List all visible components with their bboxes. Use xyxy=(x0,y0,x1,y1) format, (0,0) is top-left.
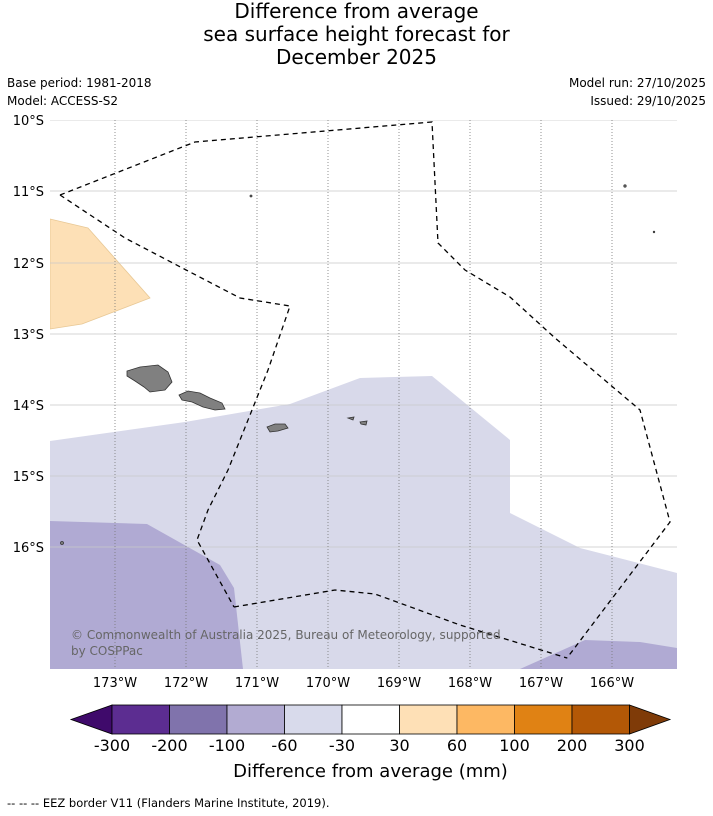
colorbar-tick: 30 xyxy=(389,736,410,755)
colorbar-segment xyxy=(226,704,285,735)
lon-label: 168°W xyxy=(448,676,492,691)
model-run: Model run: 27/10/2025 xyxy=(568,76,706,90)
longitude-labels: 173°W 172°W 171°W 170°W 169°W 168°W 167°… xyxy=(93,676,634,691)
latitude-labels: 10°S 11°S 12°S 13°S 14°S 15°S 16°S xyxy=(13,114,44,556)
colorbar-segment xyxy=(571,704,630,735)
lon-label: 166°W xyxy=(590,676,634,691)
colorbar-segment xyxy=(514,704,573,735)
eez-footnote: -- -- -- EEZ border V11 (Flanders Marine… xyxy=(7,796,330,810)
island-savaii xyxy=(126,364,173,393)
lon-label: 173°W xyxy=(93,676,137,691)
chart-title: Difference from average sea surface heig… xyxy=(0,0,713,69)
colorbar-tick: -300 xyxy=(93,736,131,755)
copyright-notice: © Commonwealth of Australia 2025, Bureau… xyxy=(71,628,501,658)
island-tau xyxy=(359,420,368,426)
lat-label: 12°S xyxy=(13,257,44,272)
lat-label: 14°S xyxy=(13,399,44,414)
island-tokelau-a xyxy=(623,184,627,188)
colorbar-tick: 100 xyxy=(499,736,530,755)
title-line-2: sea surface height forecast for xyxy=(203,22,510,46)
colorbar-tick: 200 xyxy=(556,736,588,755)
lat-label: 16°S xyxy=(13,541,44,556)
colorbar-extend-low xyxy=(69,704,113,735)
issued-date: Issued: 29/10/2025 xyxy=(590,94,706,108)
anomaly-band-minus60-right xyxy=(520,640,677,669)
lon-label: 171°W xyxy=(235,676,279,691)
colorbar-tick: -60 xyxy=(271,736,298,755)
colorbar-segment xyxy=(169,704,228,735)
colorbar-segment xyxy=(284,704,343,735)
land-masses xyxy=(60,184,656,545)
title-line-1: Difference from average xyxy=(234,0,479,23)
colorbar-tick: -200 xyxy=(151,736,188,755)
island-wallis xyxy=(60,541,64,545)
map-area xyxy=(50,120,677,669)
colorbar-tick: 300 xyxy=(614,736,645,755)
colorbar xyxy=(69,704,672,735)
eez-samoa xyxy=(59,194,291,608)
colorbar-tick: -100 xyxy=(208,736,246,755)
colorbar-extend-high xyxy=(629,704,672,735)
base-period: Base period: 1981-2018 xyxy=(7,76,152,90)
lat-label: 15°S xyxy=(13,470,44,485)
island-swains xyxy=(249,194,253,198)
eez-tokelau xyxy=(59,121,671,659)
lon-label: 170°W xyxy=(306,676,350,691)
lat-label: 13°S xyxy=(13,328,44,343)
title-line-3: December 2025 xyxy=(276,45,437,69)
eez-borders xyxy=(59,121,671,659)
island-ofu xyxy=(346,416,355,421)
lon-label: 169°W xyxy=(377,676,421,691)
colorbar-segment xyxy=(399,704,458,735)
island-upolu xyxy=(178,390,226,411)
colorbar-segment xyxy=(456,704,515,735)
colorbar-title: Difference from average (mm) xyxy=(233,761,508,782)
lat-label: 11°S xyxy=(13,185,44,200)
meta-right: Model run: 27/10/2025 Issued: 29/10/2025 xyxy=(569,74,706,110)
lon-label: 167°W xyxy=(519,676,563,691)
colorbar-tick: 60 xyxy=(446,736,468,755)
anomaly-band-minus60-left xyxy=(50,521,243,669)
grid-latitude xyxy=(50,120,677,548)
lat-label: 10°S xyxy=(13,114,44,129)
anomaly-band-positive xyxy=(50,218,151,330)
colorbar-tick: -30 xyxy=(328,736,356,755)
island-tutuila xyxy=(266,423,289,433)
lon-label: 172°W xyxy=(164,676,208,691)
meta-left: Base period: 1981-2018 Model: ACCESS-S2 xyxy=(7,74,152,110)
island-tokelau-b xyxy=(652,230,656,234)
colorbar-segment xyxy=(111,704,170,735)
model-name: Model: ACCESS-S2 xyxy=(7,94,119,108)
colorbar-segment xyxy=(341,704,400,735)
eez-american-samoa-south xyxy=(233,589,568,659)
